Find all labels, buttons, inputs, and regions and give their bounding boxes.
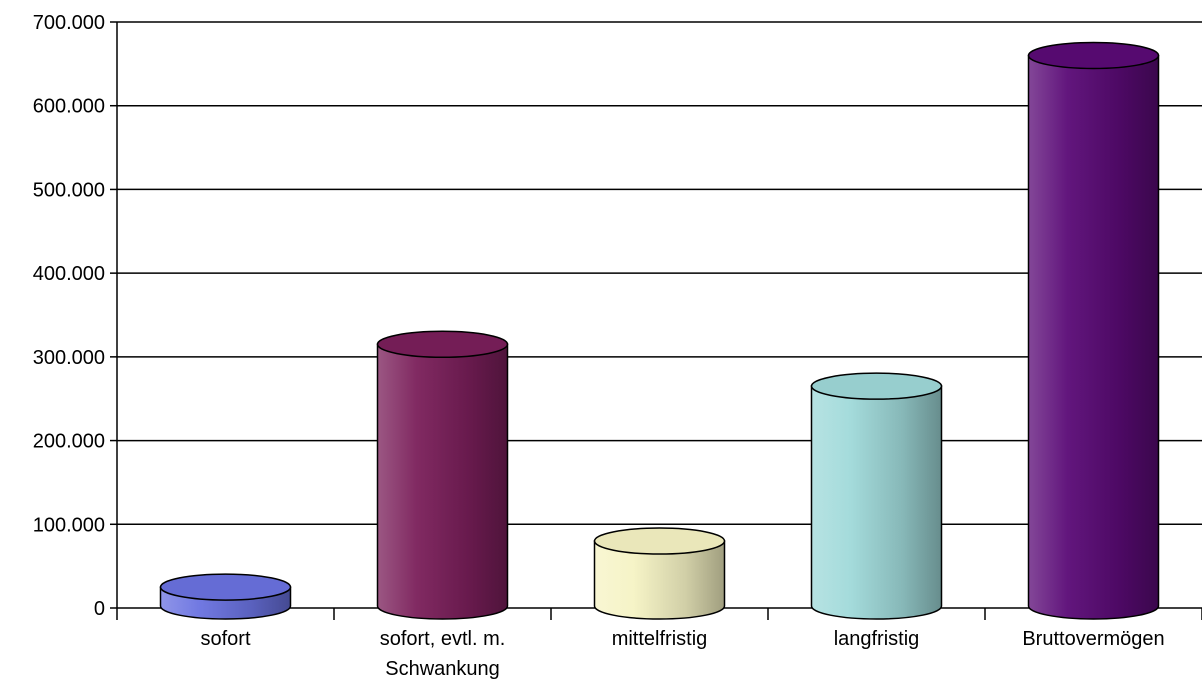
bar-body xyxy=(376,343,509,620)
y-tick-label: 300.000 xyxy=(33,347,105,369)
x-axis-ticks: sofort sofort, evtl. m. Schwankung mittelfr… xyxy=(116,608,1202,680)
y-axis-ticks: 0 100.000 200.000 300.000 400.000 500.000 600.… xyxy=(33,12,117,620)
y-tick-label: 500.000 xyxy=(33,179,105,201)
gridlines xyxy=(117,21,1202,526)
y-tick-label: 400.000 xyxy=(33,263,105,285)
bar-top xyxy=(376,330,509,359)
x-tick-label: langfristig xyxy=(834,628,920,650)
bar-cylinder xyxy=(159,573,292,620)
x-tick-label: Bruttovermögen xyxy=(1022,628,1164,650)
bar-top xyxy=(1027,41,1160,70)
bar-top xyxy=(810,372,943,400)
bar-top xyxy=(159,573,292,601)
x-tick-label: Schwankung xyxy=(385,658,500,680)
bar-cylinder xyxy=(376,330,509,620)
bar-cylinder xyxy=(810,372,943,620)
x-tick-label: sofort xyxy=(200,628,250,650)
y-tick-label: 100.000 xyxy=(33,514,105,536)
bar-cylinder xyxy=(593,527,726,620)
bar-top xyxy=(593,527,726,555)
y-tick-label: 700.000 xyxy=(33,12,105,34)
x-tick-label: mittelfristig xyxy=(612,628,708,650)
bar-body xyxy=(810,385,943,620)
bar-body xyxy=(593,540,726,620)
y-tick-label: 200.000 xyxy=(33,431,105,453)
bar-cylinder xyxy=(1027,41,1160,620)
x-tick-label: sofort, evtl. m. xyxy=(380,628,506,650)
y-tick-label: 600.000 xyxy=(33,96,105,118)
bar-body xyxy=(1027,54,1160,620)
y-tick-label: 0 xyxy=(94,598,105,620)
bars xyxy=(159,41,1160,620)
